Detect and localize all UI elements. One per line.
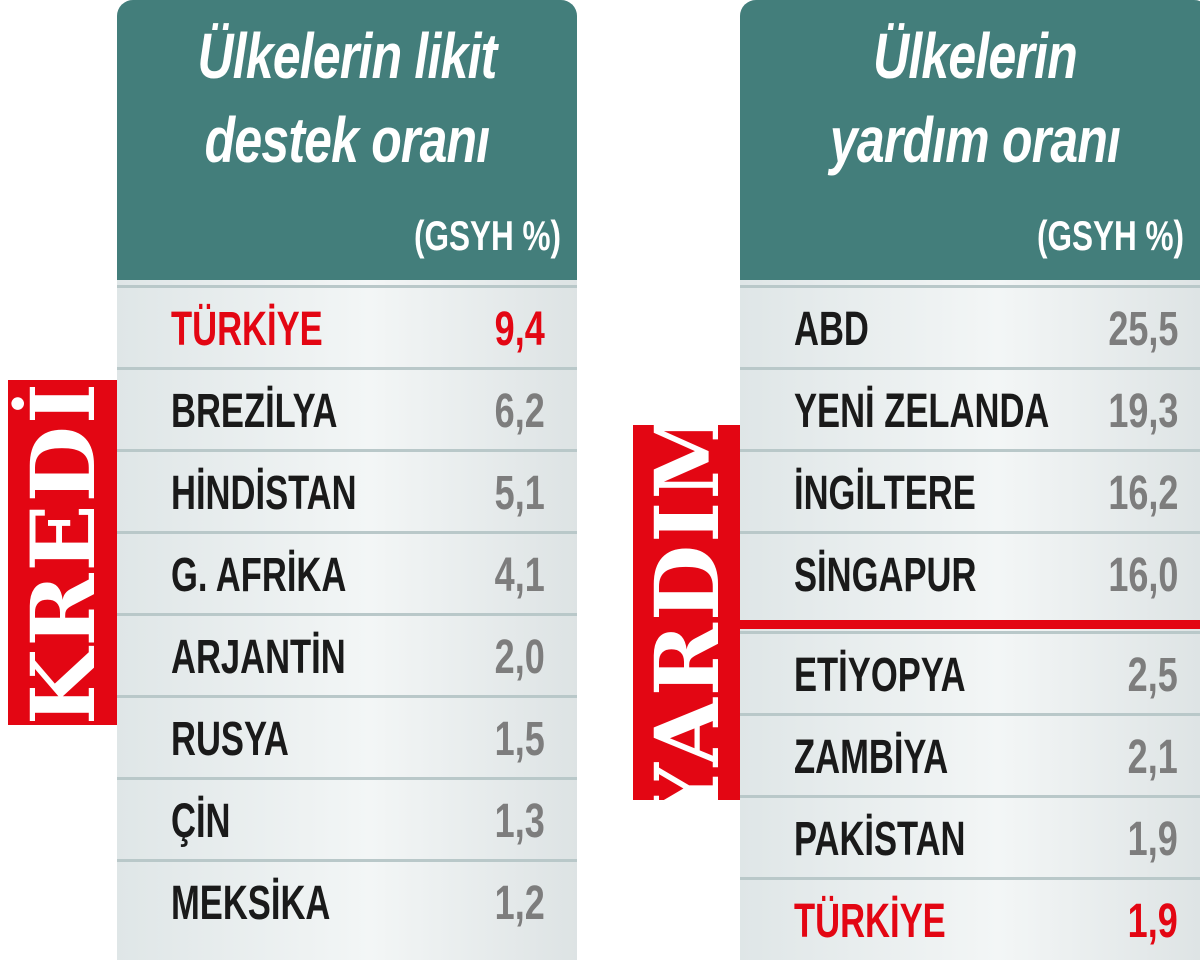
- value: 6,2: [494, 385, 545, 438]
- value: 4,1: [494, 549, 545, 602]
- table-row: ARJANTİN 2,0: [117, 613, 577, 696]
- country-name: ÇİN: [171, 795, 231, 848]
- value: 1,2: [494, 877, 545, 930]
- yardim-label-text: YARDIM: [634, 399, 739, 826]
- table-row: ZAMBİYA 2,1: [740, 713, 1200, 796]
- table-row: TÜRKİYE 9,4: [117, 285, 577, 368]
- kredi-label: KREDİ: [8, 380, 117, 725]
- table-row: BREZİLYA 6,2: [117, 367, 577, 450]
- value: 16,0: [1107, 549, 1178, 602]
- table-row: ÇİN 1,3: [117, 777, 577, 860]
- country-name: ARJANTİN: [171, 631, 346, 684]
- country-name: ETİYOPYA: [794, 649, 966, 702]
- table-title: Ülkelerin yardım oranı: [829, 20, 1121, 176]
- table-row: RUSYA 1,5: [117, 695, 577, 778]
- value: 2,0: [494, 631, 545, 684]
- liquidity-support-table: Ülkelerin likit destek oranı (GSYH %) TÜR…: [117, 0, 577, 960]
- table-row: PAKİSTAN 1,9: [740, 795, 1200, 878]
- table-row: ETİYOPYA 2,5: [740, 631, 1200, 714]
- value: 1,9: [1127, 895, 1178, 948]
- table-row: HİNDİSTAN 5,1: [117, 449, 577, 532]
- country-name: ZAMBİYA: [794, 731, 949, 784]
- value: 19,3: [1107, 385, 1178, 438]
- country-name: SİNGAPUR: [794, 549, 977, 602]
- value: 1,3: [494, 795, 545, 848]
- country-name: ABD: [794, 303, 869, 356]
- table-header: Ülkelerin yardım oranı (GSYH %): [740, 0, 1200, 280]
- country-name: PAKİSTAN: [794, 813, 966, 866]
- country-name: BREZİLYA: [171, 385, 338, 438]
- country-name: G. AFRİKA: [171, 549, 347, 602]
- unit-label: (GSYH %): [413, 212, 561, 259]
- table-row: ABD 25,5: [740, 285, 1200, 368]
- divider-line: [740, 620, 1200, 629]
- value: 25,5: [1107, 303, 1178, 356]
- value: 2,1: [1127, 731, 1178, 784]
- country-name: HİNDİSTAN: [171, 467, 357, 520]
- value: 16,2: [1107, 467, 1178, 520]
- country-name: MEKSİKA: [171, 877, 331, 930]
- table-row: G. AFRİKA 4,1: [117, 531, 577, 614]
- table-row: YENİ ZELANDA 19,3: [740, 367, 1200, 450]
- table-title: Ülkelerin likit destek oranı: [197, 20, 497, 176]
- country-name: İNGİLTERE: [794, 467, 976, 520]
- aid-ratio-table: Ülkelerin yardım oranı (GSYH %) ABD 25,5 YE…: [740, 0, 1200, 960]
- kredi-label-text: KREDİ: [10, 380, 115, 725]
- value: 9,4: [494, 303, 545, 356]
- value: 5,1: [494, 467, 545, 520]
- table-row: İNGİLTERE 16,2: [740, 449, 1200, 532]
- table-row: MEKSİKA 1,2: [117, 859, 577, 942]
- country-name: RUSYA: [171, 713, 289, 766]
- value: 1,5: [494, 713, 545, 766]
- yardim-label: YARDIM: [633, 400, 740, 825]
- table-row: SİNGAPUR 16,0: [740, 531, 1200, 614]
- value: 1,9: [1127, 813, 1178, 866]
- country-name: YENİ ZELANDA: [794, 385, 1050, 438]
- unit-label: (GSYH %): [1036, 212, 1184, 259]
- country-name: TÜRKİYE: [794, 895, 946, 948]
- country-name: TÜRKİYE: [171, 303, 323, 356]
- table-header: Ülkelerin likit destek oranı (GSYH %): [117, 0, 577, 280]
- value: 2,5: [1127, 649, 1178, 702]
- table-row: TÜRKİYE 1,9: [740, 877, 1200, 960]
